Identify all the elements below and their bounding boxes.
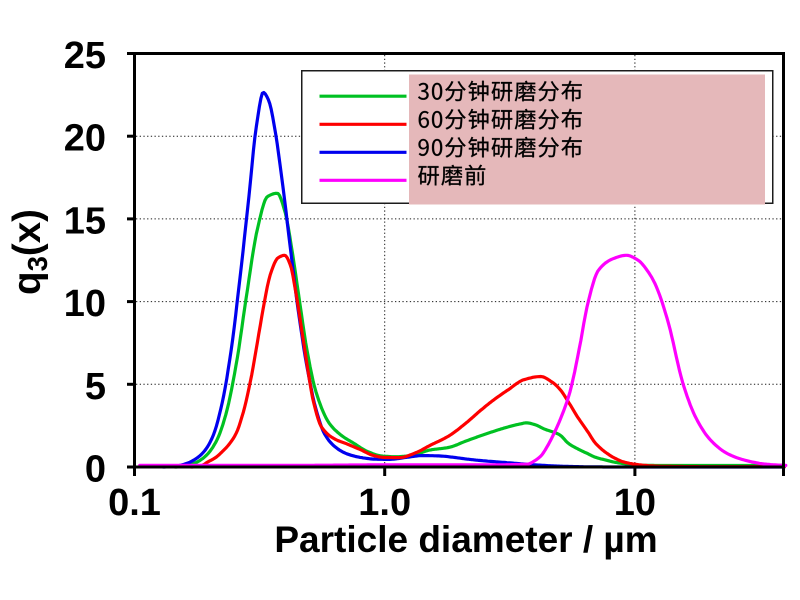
svg-text:15: 15: [64, 200, 106, 242]
svg-text:0.1: 0.1: [108, 482, 161, 524]
svg-text:1.0: 1.0: [358, 482, 411, 524]
svg-text:5: 5: [85, 366, 106, 408]
svg-text:25: 25: [64, 35, 106, 77]
svg-text:10: 10: [614, 482, 656, 524]
svg-text:Particle diameter / µm: Particle diameter / µm: [274, 519, 657, 560]
svg-text:20: 20: [64, 118, 106, 160]
svg-text:q3(x): q3(x): [6, 209, 53, 295]
svg-text:0: 0: [85, 449, 106, 491]
svg-text:10: 10: [64, 283, 106, 325]
